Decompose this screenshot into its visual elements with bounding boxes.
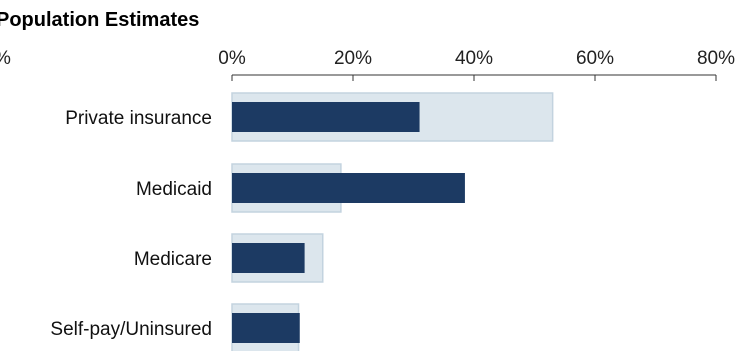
chart-title: Population Estimates xyxy=(0,9,199,31)
x-tick-label: 0% xyxy=(218,48,246,69)
x-axis: 0% 20% 40% 60% 80% xyxy=(218,48,735,81)
category-label: Private insurance xyxy=(65,108,212,129)
foreground-bar xyxy=(232,173,465,203)
x-tick-label: 20% xyxy=(334,48,372,69)
bars xyxy=(231,92,554,351)
foreground-bar xyxy=(232,102,420,132)
x-tick-label: 40% xyxy=(455,48,493,69)
category-label: Medicare xyxy=(134,249,212,270)
x-tick-label: 80% xyxy=(697,48,735,69)
category-labels: Private insurance Medicaid Medicare Self-pa… xyxy=(50,108,212,340)
category-label: Medicaid xyxy=(136,179,212,200)
foreground-bar xyxy=(232,313,300,343)
foreground-bar xyxy=(232,243,305,273)
category-label: Self-pay/Uninsured xyxy=(50,319,212,340)
left-tick-fragment: % xyxy=(0,48,11,69)
x-tick-label: 60% xyxy=(576,48,614,69)
